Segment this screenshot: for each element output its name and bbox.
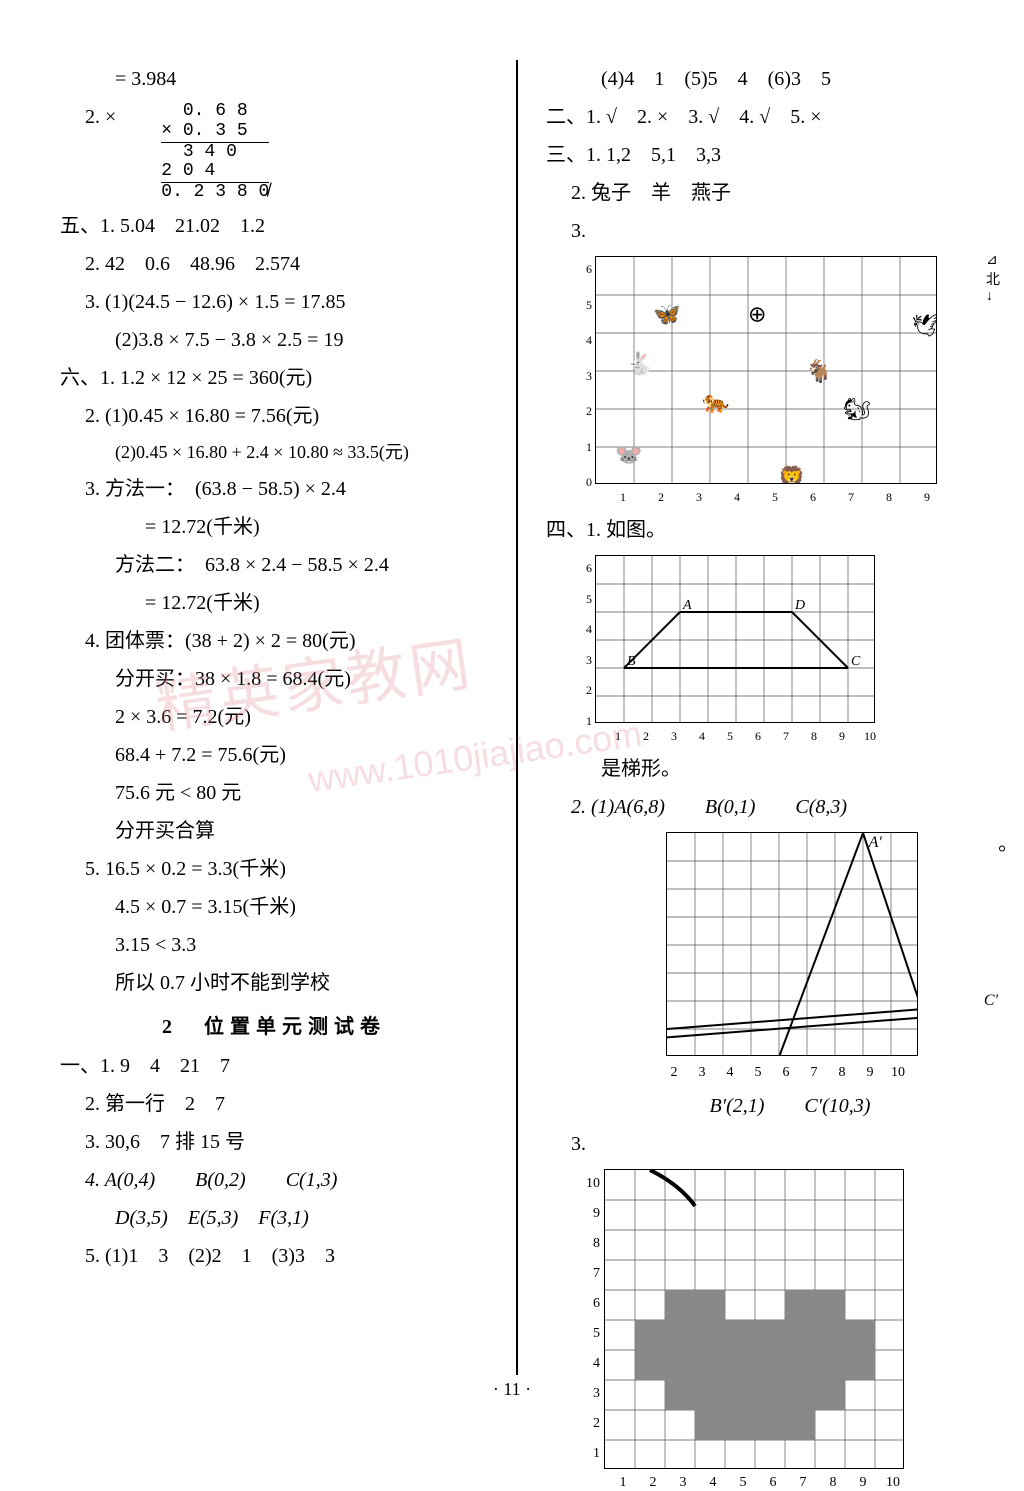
svg-text:⊕: ⊕: [748, 302, 766, 327]
sec6-4d: 68.4 + 7.2 = 75.6(元): [60, 740, 488, 770]
sec6-5a: 5. 16.5 × 0.2 = 3.3(千米): [60, 854, 488, 884]
sec4-3: 3.: [546, 1129, 974, 1159]
sec4-2a: 2. (1)A(6,8) B(0,1) C(8,3): [546, 792, 974, 822]
sec6-5b: 4.5 × 0.7 = 3.15(千米): [60, 892, 488, 922]
r-sec4: 四、1. 如图。: [546, 515, 974, 545]
sec6-3a: 3. 方法一： (63.8 − 58.5) × 2.4: [60, 474, 488, 504]
q2: 2. × 0. 6 8 × 0. 3 5 3 4 0 2 0 4 0. 2 3 …: [60, 102, 488, 203]
sec4-1-ans: 是梯形。: [546, 754, 974, 784]
sec6-5c: 3.15 < 3.3: [60, 930, 488, 960]
sec1-5: 5. (1)1 3 (2)2 1 (3)3 3: [60, 1241, 488, 1271]
sec5: 五、1. 5.04 21.02 1.2: [60, 211, 488, 241]
chart-animals: 6543210 🦋⊕🕊🐇🐐🐅🐿🐭🦁 123456789 ⊿北↓: [586, 256, 974, 505]
sec6-4b: 分开买：38 × 1.8 = 68.4(元): [60, 664, 488, 694]
unit-title: 2 位置单元测试卷: [60, 1010, 488, 1039]
svg-text:🦋: 🦋: [653, 302, 680, 327]
sec6-4f: 分开买合算: [60, 816, 488, 846]
eq-top: = 3.984: [60, 64, 488, 94]
right-column: (4)4 1 (5)5 4 (6)3 5 二、1. √ 2. × 3. √ 4.…: [546, 60, 974, 1375]
sec1-3: 3. 30,6 7 排 15 号: [60, 1127, 488, 1157]
sec6: 六、1. 1.2 × 12 × 25 = 360(元): [60, 363, 488, 393]
sec6-2a: 2. (1)0.45 × 16.80 = 7.56(元): [60, 401, 488, 431]
svg-text:🐅: 🐅: [702, 389, 729, 414]
chart-trapezoid: 654321 ABCD 12345678910: [586, 555, 974, 744]
r-sec3-3: 3.: [546, 216, 974, 246]
chart-prime: A′ C′ ° 2345678910: [666, 832, 974, 1081]
r-sec3-1: 三、1. 1,2 5,1 3,3: [546, 140, 974, 170]
sec4-2b: B′(2,1) C′(10,3): [606, 1091, 974, 1121]
sec5-2: 2. 42 0.6 48.96 2.574: [60, 249, 488, 279]
sec1-4b: D(3,5) E(5,3) F(3,1): [60, 1203, 488, 1233]
svg-text:A: A: [682, 598, 692, 613]
chart-shaded: 10987654321 12345678910: [586, 1169, 974, 1491]
sec6-3b: = 12.72(千米): [60, 512, 488, 542]
sec5-3b: (2)3.8 × 7.5 − 3.8 × 2.5 = 19: [60, 325, 488, 355]
svg-text:🐐: 🐐: [805, 359, 832, 384]
long-multiplication: 0. 6 8 × 0. 3 5 3 4 0 2 0 4 0. 2 3 8 0̸: [161, 102, 269, 203]
sec1-4a: 4. A(0,4) B(0,2) C(1,3): [60, 1165, 488, 1195]
svg-text:🕊: 🕊: [911, 313, 937, 338]
r-sec2: 二、1. √ 2. × 3. √ 4. √ 5. ×: [546, 102, 974, 132]
sec6-5d: 所以 0.7 小时不能到学校: [60, 968, 488, 998]
svg-text:C: C: [851, 654, 861, 669]
sec1: 一、1. 9 4 21 7: [60, 1051, 488, 1081]
sec6-3d: = 12.72(千米): [60, 588, 488, 618]
r-sec3-2: 2. 兔子 羊 燕子: [546, 178, 974, 208]
svg-text:D: D: [794, 598, 805, 613]
svg-text:🦁: 🦁: [778, 465, 805, 484]
page-number: · 11 ·: [0, 1379, 1024, 1400]
svg-text:🐿: 🐿: [843, 397, 871, 422]
r-line1: (4)4 1 (5)5 4 (6)3 5: [546, 64, 974, 94]
svg-text:🐇: 🐇: [626, 351, 653, 376]
svg-text:🐭: 🐭: [615, 442, 642, 467]
page-content: = 3.984 2. × 0. 6 8 × 0. 3 5 3 4 0 2 0 4…: [60, 60, 974, 1375]
sec5-3a: 3. (1)(24.5 − 12.6) × 1.5 = 17.85: [60, 287, 488, 317]
sec6-2b: (2)0.45 × 16.80 + 2.4 × 10.80 ≈ 33.5(元): [60, 439, 488, 466]
svg-text:B: B: [627, 654, 636, 669]
sec6-4a: 4. 团体票：(38 + 2) × 2 = 80(元): [60, 626, 488, 656]
sec6-4c: 2 × 3.6 = 7.2(元): [60, 702, 488, 732]
left-column: = 3.984 2. × 0. 6 8 × 0. 3 5 3 4 0 2 0 4…: [60, 60, 488, 1375]
svg-text:A′: A′: [868, 834, 883, 851]
sec6-3c: 方法二： 63.8 × 2.4 − 58.5 × 2.4: [60, 550, 488, 580]
sec6-4e: 75.6 元 < 80 元: [60, 778, 488, 808]
sec1-2: 2. 第一行 2 7: [60, 1089, 488, 1119]
column-divider: [516, 60, 518, 1375]
q2-label: 2. ×: [85, 106, 116, 128]
